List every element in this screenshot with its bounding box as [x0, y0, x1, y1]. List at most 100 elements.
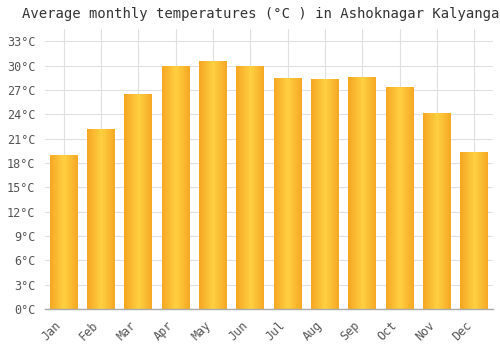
Bar	[62, 155, 64, 309]
Bar	[133, 94, 134, 309]
Bar	[98, 129, 99, 309]
Bar	[206, 61, 207, 309]
Bar	[168, 65, 169, 309]
Bar	[357, 77, 358, 309]
Bar	[282, 78, 284, 309]
Bar	[370, 77, 371, 309]
Bar	[405, 87, 406, 309]
Bar	[423, 113, 424, 309]
Bar	[371, 77, 372, 309]
Bar	[412, 87, 413, 309]
Bar	[97, 129, 98, 309]
Bar	[461, 152, 462, 309]
Bar	[53, 155, 54, 309]
Bar	[401, 87, 402, 309]
Bar	[274, 78, 275, 309]
Bar	[258, 65, 259, 309]
Bar	[182, 65, 183, 309]
Bar	[290, 78, 291, 309]
Bar	[113, 129, 114, 309]
Bar	[135, 94, 136, 309]
Bar	[138, 94, 139, 309]
Bar	[131, 94, 132, 309]
Bar	[449, 113, 450, 309]
Bar	[292, 78, 293, 309]
Bar	[413, 87, 414, 309]
Bar	[314, 78, 315, 309]
Bar	[353, 77, 354, 309]
Bar	[279, 78, 280, 309]
Bar	[406, 87, 407, 309]
Bar	[430, 113, 431, 309]
Bar	[261, 65, 262, 309]
Bar	[103, 129, 104, 309]
Bar	[185, 65, 186, 309]
Bar	[108, 129, 109, 309]
Bar	[482, 152, 483, 309]
Bar	[215, 61, 216, 309]
Bar	[213, 61, 214, 309]
Bar	[130, 94, 131, 309]
Bar	[350, 77, 351, 309]
Bar	[477, 152, 478, 309]
Bar	[321, 78, 322, 309]
Bar	[476, 152, 477, 309]
Bar	[183, 65, 184, 309]
Bar	[221, 61, 222, 309]
Bar	[368, 77, 369, 309]
Bar	[184, 65, 185, 309]
Bar	[389, 87, 390, 309]
Bar	[259, 65, 260, 309]
Bar	[275, 78, 276, 309]
Bar	[107, 129, 108, 309]
Bar	[71, 155, 72, 309]
Bar	[396, 87, 397, 309]
Bar	[392, 87, 393, 309]
Bar	[293, 78, 294, 309]
Bar	[144, 94, 145, 309]
Bar	[216, 61, 217, 309]
Bar	[242, 65, 243, 309]
Bar	[109, 129, 110, 309]
Bar	[286, 78, 287, 309]
Bar	[223, 61, 224, 309]
Bar	[209, 61, 210, 309]
Bar	[178, 65, 179, 309]
Bar	[285, 78, 286, 309]
Bar	[263, 65, 264, 309]
Bar	[248, 65, 249, 309]
Bar	[165, 65, 166, 309]
Bar	[255, 65, 256, 309]
Bar	[277, 78, 278, 309]
Bar	[250, 65, 251, 309]
Bar	[126, 94, 128, 309]
Bar	[299, 78, 300, 309]
Bar	[407, 87, 408, 309]
Bar	[445, 113, 446, 309]
Bar	[93, 129, 94, 309]
Bar	[446, 113, 447, 309]
Bar	[112, 129, 113, 309]
Bar	[187, 65, 188, 309]
Bar	[400, 87, 401, 309]
Bar	[438, 113, 440, 309]
Bar	[410, 87, 411, 309]
Bar	[349, 77, 350, 309]
Bar	[262, 65, 263, 309]
Bar	[101, 129, 102, 309]
Bar	[291, 78, 292, 309]
Bar	[348, 77, 349, 309]
Bar	[429, 113, 430, 309]
Bar	[252, 65, 253, 309]
Bar	[311, 78, 312, 309]
Bar	[324, 78, 325, 309]
Bar	[372, 77, 373, 309]
Bar	[102, 129, 103, 309]
Bar	[300, 78, 301, 309]
Bar	[69, 155, 70, 309]
Bar	[474, 152, 475, 309]
Bar	[367, 77, 368, 309]
Bar	[432, 113, 433, 309]
Bar	[92, 129, 93, 309]
Bar	[318, 78, 319, 309]
